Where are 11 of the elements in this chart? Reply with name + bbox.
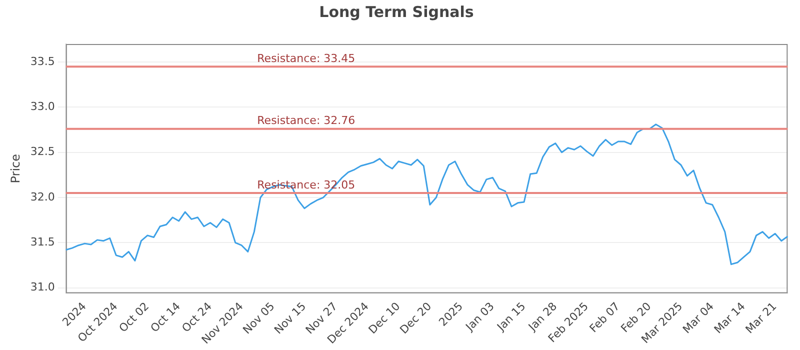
- y-tick-label: 31.0: [30, 280, 55, 294]
- chart-title: Long Term Signals: [319, 2, 474, 21]
- y-tick-label: 32.0: [30, 190, 55, 204]
- y-tick-label: 31.5: [30, 236, 55, 249]
- x-tick-label: Mar 21: [743, 300, 780, 336]
- y-tick-label: 33.0: [30, 100, 55, 114]
- ref-line-label: Resistance: 32.76: [257, 114, 356, 128]
- ref-line-label: Resistance: 33.45: [257, 52, 356, 65]
- y-tick-label: 32.5: [30, 145, 55, 158]
- y-axis-title: Price: [8, 154, 22, 184]
- y-tick-label: 33.5: [30, 54, 55, 68]
